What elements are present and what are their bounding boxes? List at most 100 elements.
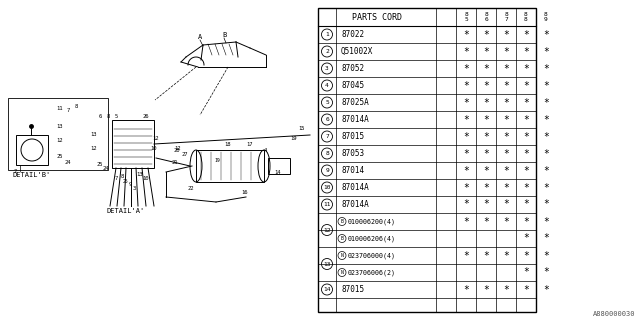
Text: B: B [340, 219, 344, 224]
Text: *: * [483, 29, 489, 39]
Text: 2: 2 [325, 49, 329, 54]
Text: 7: 7 [325, 134, 329, 139]
Text: *: * [523, 98, 529, 108]
Text: 20: 20 [174, 148, 180, 153]
Text: 8: 8 [106, 114, 109, 119]
Text: *: * [483, 115, 489, 124]
Text: *: * [463, 81, 469, 91]
Text: *: * [483, 63, 489, 74]
Text: *: * [543, 284, 549, 294]
Text: 023706000(4): 023706000(4) [348, 252, 396, 259]
Text: *: * [463, 182, 469, 193]
Text: 9: 9 [325, 168, 329, 173]
Text: *: * [483, 251, 489, 260]
Text: *: * [543, 46, 549, 57]
Text: *: * [463, 199, 469, 210]
Text: *: * [483, 132, 489, 141]
Text: 25: 25 [97, 162, 103, 167]
Text: 21: 21 [172, 160, 179, 165]
Text: *: * [543, 63, 549, 74]
Text: *: * [463, 63, 469, 74]
Text: 10: 10 [323, 185, 331, 190]
Text: *: * [543, 29, 549, 39]
Text: 8: 8 [120, 174, 124, 179]
Text: 8
7: 8 7 [504, 12, 508, 22]
Text: *: * [483, 284, 489, 294]
Text: 12: 12 [57, 138, 63, 143]
Text: 24: 24 [65, 160, 71, 165]
Text: 3: 3 [325, 66, 329, 71]
Text: *: * [523, 46, 529, 57]
Text: 13: 13 [323, 261, 331, 267]
Text: *: * [523, 63, 529, 74]
Text: 19: 19 [214, 158, 220, 163]
Text: *: * [483, 81, 489, 91]
Text: 26: 26 [143, 114, 149, 119]
Text: *: * [503, 98, 509, 108]
Text: *: * [483, 98, 489, 108]
Text: *: * [483, 46, 489, 57]
Text: 13: 13 [57, 124, 63, 129]
Text: 13: 13 [91, 132, 97, 137]
Bar [16, 135, 48, 165]
Text: A: A [198, 34, 202, 40]
Text: *: * [483, 182, 489, 193]
Text: 023706006(2): 023706006(2) [348, 269, 396, 276]
Text: 15: 15 [298, 126, 305, 131]
Text: *: * [543, 81, 549, 91]
Text: *: * [523, 29, 529, 39]
Text: 87053: 87053 [341, 149, 364, 158]
Text: 27: 27 [182, 152, 189, 157]
Text: 10: 10 [143, 176, 149, 181]
Text: 12: 12 [174, 146, 180, 151]
Text: *: * [503, 29, 509, 39]
Text: 12: 12 [153, 136, 159, 141]
Text: 87015: 87015 [341, 285, 364, 294]
Text: 11: 11 [323, 202, 331, 207]
Text: Q51002X: Q51002X [341, 47, 373, 56]
Text: 010006200(4): 010006200(4) [348, 218, 396, 225]
Text: *: * [503, 132, 509, 141]
Text: 010006206(4): 010006206(4) [348, 235, 396, 242]
Text: 19: 19 [290, 136, 296, 141]
Text: 10: 10 [151, 146, 157, 151]
Text: N: N [340, 270, 344, 275]
Text: *: * [483, 148, 489, 158]
Text: 1: 1 [325, 32, 329, 37]
Text: 5: 5 [325, 100, 329, 105]
Text: *: * [483, 217, 489, 227]
Text: 7: 7 [115, 176, 118, 181]
Text: 12: 12 [91, 146, 97, 151]
Text: DETAIL'A': DETAIL'A' [107, 208, 145, 214]
Text: *: * [523, 81, 529, 91]
Text: *: * [463, 46, 469, 57]
Text: *: * [523, 268, 529, 277]
Text: 18: 18 [224, 142, 230, 147]
Text: 8
5: 8 5 [464, 12, 468, 22]
Text: 7: 7 [67, 108, 70, 113]
Bar [8, 98, 108, 170]
Text: 87052: 87052 [341, 64, 364, 73]
Text: N: N [340, 253, 344, 258]
Text: 87014A: 87014A [341, 200, 369, 209]
Text: *: * [523, 234, 529, 244]
Text: *: * [503, 284, 509, 294]
Text: *: * [503, 199, 509, 210]
Text: 25: 25 [57, 154, 63, 159]
Text: *: * [543, 115, 549, 124]
Text: 5: 5 [115, 114, 118, 119]
Text: *: * [463, 148, 469, 158]
Text: 12: 12 [323, 228, 331, 233]
Text: *: * [483, 199, 489, 210]
Text: B: B [222, 32, 227, 38]
Text: 16: 16 [241, 190, 248, 195]
Text: 22: 22 [188, 186, 195, 191]
Text: *: * [523, 251, 529, 260]
Text: 8: 8 [74, 104, 77, 109]
Text: *: * [463, 284, 469, 294]
Text: *: * [523, 199, 529, 210]
Text: PARTS CORD: PARTS CORD [352, 12, 402, 21]
Text: *: * [523, 148, 529, 158]
Text: 14: 14 [323, 287, 331, 292]
Text: 4: 4 [264, 148, 268, 153]
